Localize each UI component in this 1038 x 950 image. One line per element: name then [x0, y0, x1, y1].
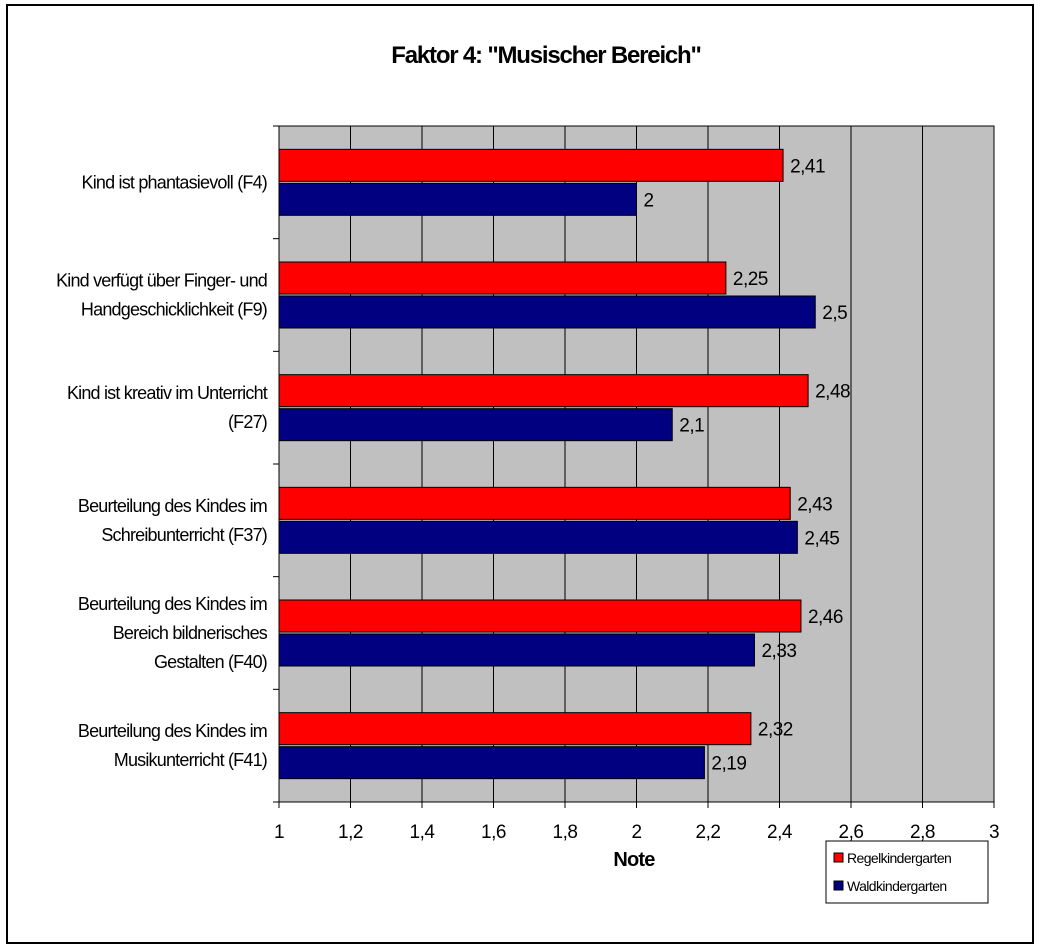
x-tick-label: 3: [989, 822, 999, 843]
data-label: 2,1: [679, 416, 704, 437]
plot-area: 1 1,2 1,4 1,6 1,8 2 2,2 2,4 2,6 2,8 3 Kind ist phan…: [56, 125, 1000, 843]
legend-swatch: [833, 852, 844, 863]
data-label: 2,45: [804, 528, 839, 549]
data-label: 2,32: [758, 720, 793, 741]
data-label: 2: [644, 190, 654, 211]
chart-frame: Faktor 4: "Musischer Bereich" 1 1,2 1,4 1,6…: [6, 4, 1034, 944]
category-label-line: Kind verfügt über Finger- und: [56, 271, 267, 291]
category-label: Kind ist kreativ im Unterricht (F27): [67, 383, 268, 432]
bar-regel: [278, 599, 802, 633]
bar-wald: [278, 182, 637, 216]
x-axis-title: Note: [613, 849, 655, 871]
legend-label: Waldkindergarten: [847, 878, 947, 894]
bar-wald: [278, 520, 798, 554]
x-tick-label: 2,4: [767, 822, 793, 843]
bar-wald: [278, 295, 816, 329]
x-tick-label: 2: [631, 822, 641, 843]
bar-regel: [278, 374, 809, 408]
x-tick-label: 1,6: [481, 822, 506, 843]
x-tick-label: 2,6: [839, 822, 864, 843]
category-label-line: Beurteilung des Kindes im: [78, 721, 267, 741]
bar-wald: [278, 746, 705, 780]
category-label-line: (F27): [228, 412, 267, 432]
category-label: Beurteilung des Kindes im Musikunterricht…: [78, 721, 267, 770]
x-tick-label: 2,2: [696, 822, 721, 843]
data-label: 2,5: [822, 303, 847, 324]
category-label: Beurteilung des Kindes im Bereich bildner…: [78, 594, 268, 672]
data-label: 2,33: [761, 641, 796, 662]
x-tick-label: 1: [274, 822, 284, 843]
category-label-line: Handgeschicklichkeit (F9): [81, 300, 267, 320]
bar-regel: [278, 486, 791, 520]
category-label-line: Beurteilung des Kindes im: [78, 496, 267, 516]
category-label: Kind ist phantasievoll (F4): [82, 172, 268, 192]
data-label: 2,43: [797, 494, 832, 515]
x-tick-label: 2,8: [910, 822, 935, 843]
category-label-line: Bereich bildnerisches: [113, 623, 268, 643]
data-label: 2,46: [808, 607, 843, 628]
chart-svg: Faktor 4: "Musischer Bereich" 1 1,2 1,4 1,6…: [56, 42, 1000, 904]
category-label-line: Kind ist kreativ im Unterricht: [67, 383, 268, 403]
bar-wald: [278, 408, 673, 442]
category-label-line: Gestalten (F40): [154, 652, 267, 672]
category-label-line: Schreibunterricht (F37): [101, 525, 267, 545]
bar-regel: [278, 712, 752, 746]
x-tick-label: 1,8: [553, 822, 578, 843]
category-label-line: Musikunterricht (F41): [114, 750, 267, 770]
legend-label: Regelkindergarten: [847, 850, 951, 866]
data-label: 2,19: [711, 754, 746, 775]
legend-swatch: [833, 880, 844, 891]
bar-regel: [278, 261, 727, 295]
data-label: 2,48: [815, 382, 850, 403]
category-label-line: Kind ist phantasievoll (F4): [82, 172, 268, 192]
legend: Regelkindergarten Waldkindergarten: [825, 840, 989, 904]
x-tick-label: 1,4: [410, 822, 436, 843]
x-tick-label: 1,2: [338, 822, 363, 843]
chart-title: Faktor 4: "Musischer Bereich": [391, 42, 700, 69]
category-label: Beurteilung des Kindes im Schreibunterric…: [78, 496, 267, 545]
category-label-line: Beurteilung des Kindes im: [78, 594, 267, 614]
bar-regel: [278, 148, 784, 182]
data-label: 2,25: [733, 269, 768, 290]
data-label: 2,41: [790, 156, 825, 177]
bar-wald: [278, 633, 755, 667]
legend-box: [825, 840, 989, 904]
category-label: Kind verfügt über Finger- und Handgeschic…: [56, 271, 267, 320]
